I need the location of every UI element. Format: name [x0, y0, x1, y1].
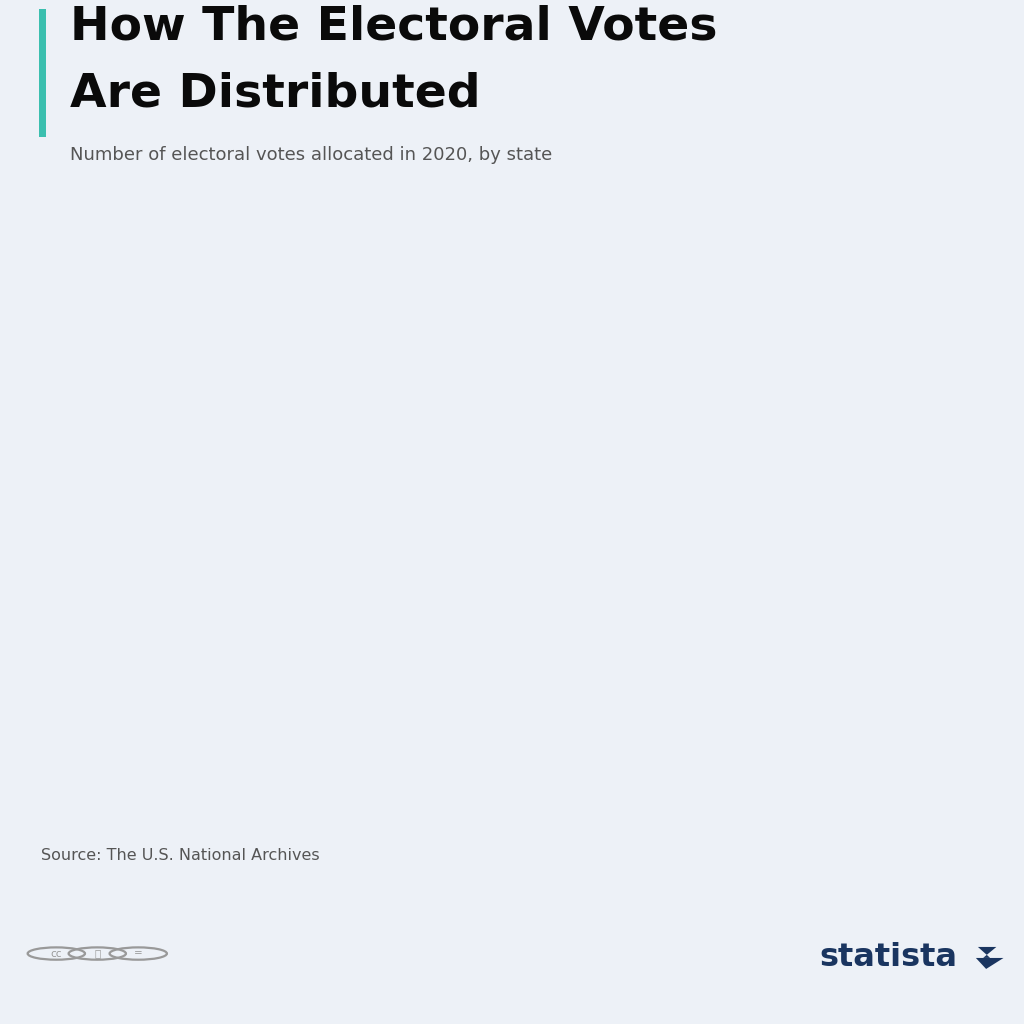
- Text: ⓘ: ⓘ: [94, 948, 100, 958]
- Text: =: =: [134, 948, 142, 958]
- Text: How The Electoral Votes: How The Electoral Votes: [70, 4, 717, 49]
- Text: statista: statista: [819, 942, 957, 974]
- Polygon shape: [976, 947, 1004, 969]
- Text: cc: cc: [50, 948, 62, 958]
- Text: Are Distributed: Are Distributed: [70, 72, 480, 117]
- Text: Number of electoral votes allocated in 2020, by state: Number of electoral votes allocated in 2…: [70, 146, 552, 164]
- Bar: [39, 9, 46, 136]
- Text: Source: The U.S. National Archives: Source: The U.S. National Archives: [41, 848, 319, 863]
